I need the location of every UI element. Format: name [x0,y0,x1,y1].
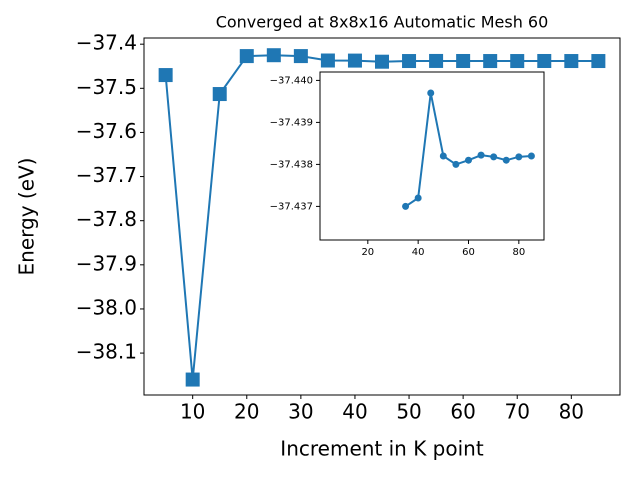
y-tick-label: −37.438 [270,159,313,170]
x-tick-label: 60 [450,400,475,424]
plot-frame [143,37,621,396]
x-tick-label: 80 [512,247,525,258]
marker [464,156,472,164]
marker [158,68,173,83]
marker [502,156,510,164]
chart-title: Converged at 8x8x16 Automatic Mesh 60 [216,13,549,32]
y-tick-label: −37.439 [270,117,313,128]
marker [414,194,422,202]
plot-area [158,48,606,387]
x-tick-label: 20 [234,400,259,424]
marker [402,202,410,210]
marker [452,160,460,168]
marker [527,152,535,160]
x-tick-label: 80 [559,400,584,424]
marker [429,53,444,68]
marker [510,54,525,69]
marker [320,53,335,68]
y-axis-label: Energy (eV) [15,158,39,276]
x-tick-label: 40 [412,247,425,258]
marker [212,87,227,102]
y-tick-label: −37.9 [76,251,137,275]
marker [483,54,498,69]
y-tick-label: −37.8 [76,207,137,231]
marker [266,48,281,63]
plot-area [402,89,535,210]
marker [293,49,308,64]
marker [564,54,579,69]
marker [439,152,447,160]
marker [347,53,362,68]
marker [537,53,552,68]
y-tick-label: −37.5 [76,75,137,99]
marker [591,54,606,69]
x-axis-label: Increment in K point [280,437,484,461]
marker [456,53,471,68]
x-tick-label: 40 [342,400,367,424]
y-tick-label: −37.7 [76,163,137,187]
y-tick-label: −37.437 [270,201,313,212]
marker [490,153,498,161]
x-tick-label: 70 [505,400,530,424]
x-tick-label: 10 [180,400,205,424]
marker [375,54,389,69]
y-tick-label: −38.0 [76,295,137,319]
marker [477,151,485,159]
marker [402,54,417,69]
y-tick-label: −37.440 [270,75,313,86]
plot-frame [319,71,545,241]
marker [515,153,523,161]
marker [239,49,254,64]
x-tick-label: 30 [288,400,313,424]
marker [185,372,200,387]
x-tick-label: 60 [462,247,475,258]
y-tick-label: −38.1 [76,340,137,364]
y-tick-label: −37.4 [76,31,137,55]
marker [427,89,435,97]
x-tick-label: 20 [361,247,374,258]
x-tick-label: 50 [396,400,421,424]
y-tick-label: −37.6 [76,119,137,143]
